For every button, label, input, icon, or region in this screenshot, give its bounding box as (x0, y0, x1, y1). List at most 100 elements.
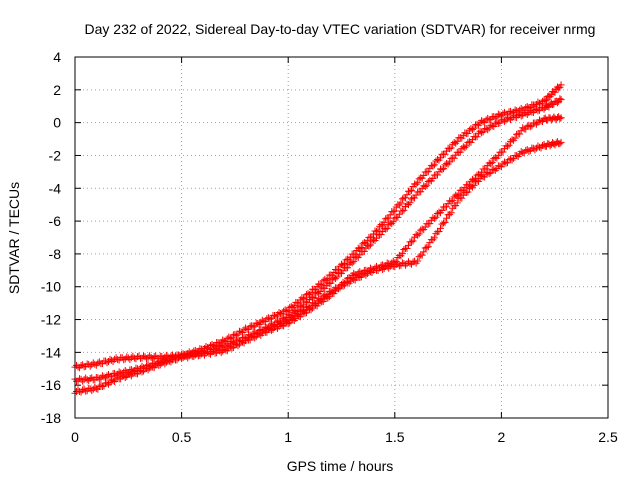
x-tick-label: 0 (71, 429, 79, 445)
data-point (487, 160, 495, 168)
data-point (264, 314, 272, 322)
data-point (433, 171, 441, 179)
data-point (481, 173, 489, 181)
data-point (415, 175, 423, 183)
data-layer (71, 81, 565, 397)
x-tick-label: 2 (498, 429, 506, 445)
data-point (420, 172, 428, 180)
data-point (339, 282, 347, 290)
data-point (147, 362, 155, 370)
data-point (130, 354, 138, 362)
data-point (414, 179, 422, 187)
data-point (296, 308, 304, 316)
data-point (249, 323, 257, 331)
data-point (447, 144, 455, 152)
data-point (386, 211, 394, 219)
data-point (103, 372, 111, 380)
data-point (377, 231, 385, 239)
data-point (525, 121, 533, 129)
data-point (383, 224, 391, 232)
data-point (95, 375, 103, 383)
data-point (376, 222, 384, 230)
data-point (76, 387, 84, 395)
data-point (287, 303, 295, 311)
data-point (255, 330, 263, 338)
data-point (541, 97, 549, 105)
data-point (315, 295, 323, 303)
data-point (476, 127, 484, 135)
data-point (120, 356, 128, 364)
data-point (414, 257, 422, 265)
data-point (462, 189, 470, 197)
y-tick-label: -4 (49, 180, 62, 196)
data-point (511, 134, 519, 142)
data-point (322, 292, 330, 300)
data-point (153, 360, 161, 368)
data-point (319, 277, 327, 285)
data-point (557, 81, 565, 89)
data-point (424, 243, 432, 251)
data-point (95, 358, 103, 366)
data-point (424, 178, 432, 186)
data-point (426, 176, 434, 184)
data-point (470, 181, 478, 189)
x-tick-label: 1 (284, 429, 292, 445)
data-point (516, 130, 524, 138)
data-point (287, 313, 295, 321)
y-tick-label: -12 (41, 312, 61, 328)
data-point (468, 125, 476, 133)
data-point (438, 220, 446, 228)
data-point (88, 387, 96, 395)
data-point (109, 377, 117, 385)
data-point (395, 262, 403, 270)
data-point (450, 193, 458, 201)
data-point (468, 183, 476, 191)
y-tick-label: -6 (49, 213, 62, 229)
data-point (360, 239, 368, 247)
data-point (499, 148, 507, 156)
data-point (397, 199, 405, 207)
data-point (507, 137, 515, 145)
data-point (408, 186, 416, 194)
data-point (146, 352, 154, 360)
data-point (243, 335, 251, 343)
data-point (417, 188, 425, 196)
data-point (478, 129, 486, 137)
data-point (441, 218, 449, 226)
data-point (409, 258, 417, 266)
data-point (449, 197, 457, 205)
axis-layer: 0 0.5 1 1.5 2 2.5 4 2 0 -2 -4 -6 -8 -10 -12 -14 -16 -18 (41, 49, 618, 445)
data-point (365, 242, 373, 250)
data-point (432, 157, 440, 165)
data-point (77, 361, 85, 369)
data-point (499, 116, 507, 124)
data-point (373, 234, 381, 242)
data-point (508, 156, 516, 164)
data-point (496, 119, 504, 127)
data-point (114, 373, 122, 381)
data-point (341, 281, 349, 289)
data-point (436, 224, 444, 232)
data-point (366, 241, 374, 249)
data-point (424, 168, 432, 176)
data-point (491, 120, 499, 128)
data-point (470, 124, 478, 132)
data-point (344, 278, 352, 286)
data-point (338, 260, 345, 268)
data-point (443, 203, 451, 211)
data-point (91, 360, 99, 368)
y-tick-label: -18 (41, 410, 61, 426)
data-point (440, 219, 448, 227)
data-point (380, 219, 388, 227)
data-point (237, 338, 245, 346)
data-point (321, 275, 329, 283)
data-point (316, 287, 324, 295)
data-point (423, 181, 431, 189)
data-point (496, 111, 504, 119)
data-point (266, 325, 274, 333)
data-point (412, 180, 420, 188)
data-point (458, 194, 466, 202)
data-point (284, 317, 292, 325)
data-point (414, 231, 422, 239)
data-point (488, 166, 496, 174)
